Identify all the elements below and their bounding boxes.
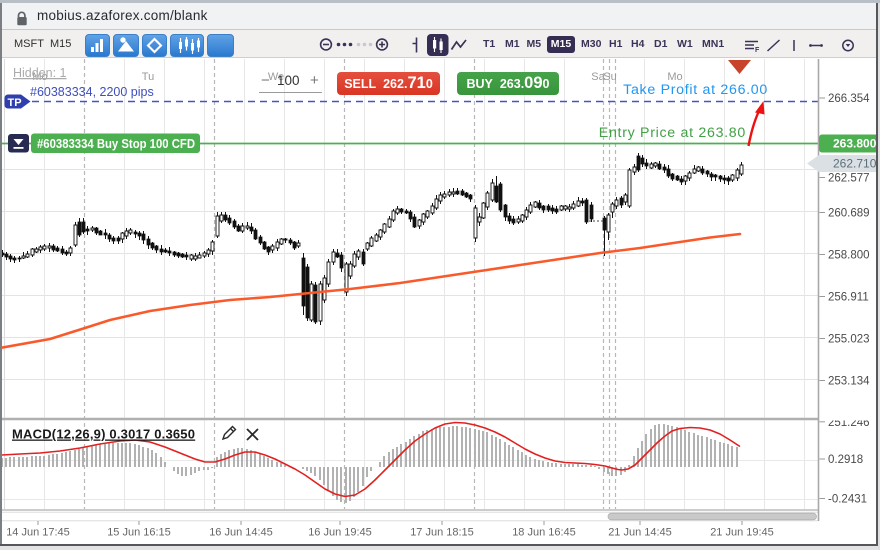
svg-text:16 Jun 19:45: 16 Jun 19:45: [308, 527, 372, 539]
svg-text:260.689: 260.689: [828, 208, 870, 220]
svg-text:262.577: 262.577: [828, 173, 870, 185]
svg-text:Take Profit at 266.00: Take Profit at 266.00: [623, 82, 768, 98]
svg-text:255.023: 255.023: [828, 334, 870, 346]
svg-text:21 Jun 19:45: 21 Jun 19:45: [710, 527, 774, 539]
svg-text:We: We: [268, 71, 284, 83]
svg-text:263.800: 263.800: [833, 137, 877, 151]
svg-text:14 Jun 17:45: 14 Jun 17:45: [6, 527, 70, 539]
svg-text:-0.2431: -0.2431: [828, 494, 867, 506]
svg-text:Hidden: 1: Hidden: 1: [13, 66, 67, 80]
svg-text:Entry Price at 263.80: Entry Price at 263.80: [599, 125, 746, 141]
svg-text:18 Jun 16:45: 18 Jun 16:45: [512, 527, 576, 539]
svg-text:#60383334 Buy Stop 100 CFD: #60383334 Buy Stop 100 CFD: [37, 137, 195, 151]
svg-text:Tu: Tu: [142, 71, 154, 83]
svg-text:253.134: 253.134: [828, 376, 870, 388]
svg-text:15 Jun 16:15: 15 Jun 16:15: [107, 527, 171, 539]
svg-text:Sa: Sa: [591, 71, 605, 83]
svg-text:0.2918: 0.2918: [828, 454, 863, 466]
svg-text:17 Jun 18:15: 17 Jun 18:15: [410, 527, 474, 539]
svg-text:TP: TP: [8, 97, 22, 109]
svg-text:262.710: 262.710: [833, 157, 877, 171]
svg-text:Su: Su: [603, 71, 616, 83]
svg-text:16 Jun 14:45: 16 Jun 14:45: [209, 527, 273, 539]
svg-text:266.354: 266.354: [828, 93, 870, 105]
svg-text:#60383334, 2200 pips: #60383334, 2200 pips: [30, 85, 154, 99]
svg-text:258.800: 258.800: [828, 250, 870, 262]
svg-text:21 Jun 14:45: 21 Jun 14:45: [608, 527, 672, 539]
svg-text:Mo: Mo: [32, 71, 47, 83]
svg-text:F: F: [755, 47, 760, 54]
svg-text:Mo: Mo: [667, 71, 682, 83]
svg-text:MACD(12,26,9) 0.3017 0.3650: MACD(12,26,9) 0.3017 0.3650: [12, 427, 195, 442]
svg-text:256.911: 256.911: [828, 292, 869, 304]
